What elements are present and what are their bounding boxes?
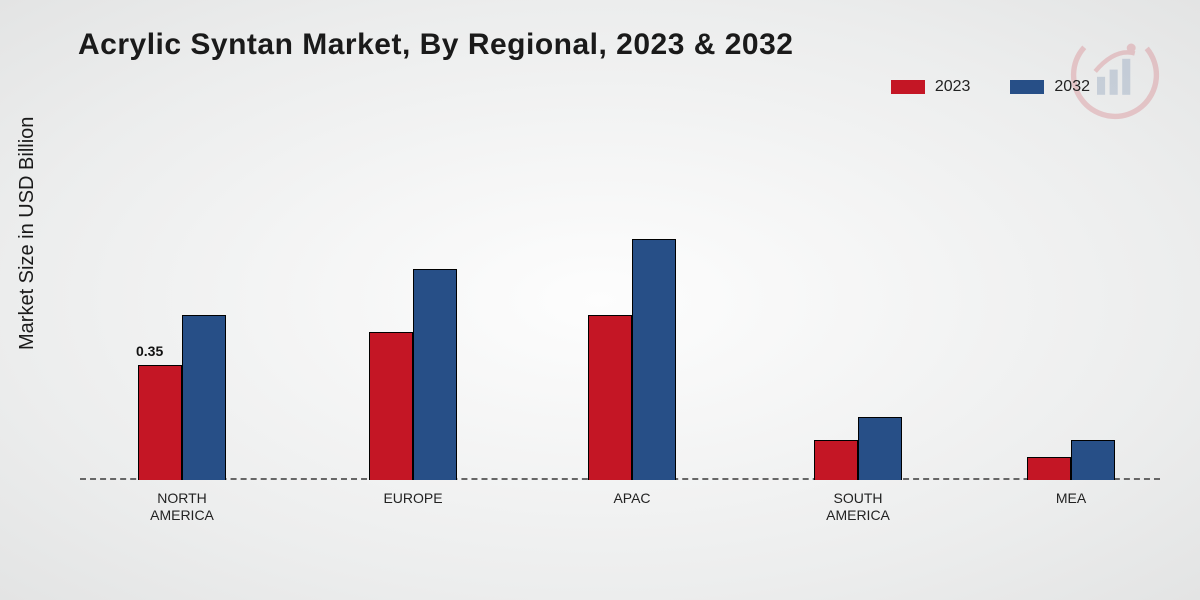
legend-item-2032: 2032 xyxy=(1010,78,1090,96)
legend-label-2023: 2023 xyxy=(935,78,971,96)
bar-eu-2032 xyxy=(413,269,457,480)
bar-group-sa xyxy=(814,417,902,480)
x-axis-labels: NORTH AMERICA EUROPE APAC SOUTH AMERICA MEA xyxy=(80,486,1160,536)
x-label-sa: SOUTH AMERICA xyxy=(826,490,890,524)
x-label-eu: EUROPE xyxy=(383,490,442,507)
bar-mea-2032 xyxy=(1071,440,1115,480)
bar-eu-2023 xyxy=(369,332,413,481)
bar-group-ap xyxy=(588,239,676,480)
chart-title: Acrylic Syntan Market, By Regional, 2023… xyxy=(78,28,793,62)
legend: 2023 2032 xyxy=(891,78,1090,96)
bar-ap-2032 xyxy=(632,239,676,480)
legend-swatch-2032 xyxy=(1010,80,1044,94)
bar-group-na xyxy=(138,315,226,480)
bar-sa-2023 xyxy=(814,440,858,480)
bar-mea-2023 xyxy=(1027,457,1071,480)
chart-canvas: Acrylic Syntan Market, By Regional, 2023… xyxy=(0,0,1200,600)
legend-label-2032: 2032 xyxy=(1054,78,1090,96)
x-label-ap: APAC xyxy=(613,490,650,507)
plot-area: 0.35 xyxy=(80,150,1160,480)
legend-swatch-2023 xyxy=(891,80,925,94)
bar-group-mea xyxy=(1027,440,1115,480)
bar-na-2023 xyxy=(138,365,182,481)
y-axis-label: Market Size in USD Billion xyxy=(16,117,39,350)
x-label-na: NORTH AMERICA xyxy=(150,490,214,524)
bar-ap-2023 xyxy=(588,315,632,480)
bar-sa-2032 xyxy=(858,417,902,480)
x-label-mea: MEA xyxy=(1056,490,1086,507)
bar-na-2032 xyxy=(182,315,226,480)
bar-group-eu xyxy=(369,269,457,480)
legend-item-2023: 2023 xyxy=(891,78,971,96)
value-label-na: 0.35 xyxy=(136,343,163,359)
